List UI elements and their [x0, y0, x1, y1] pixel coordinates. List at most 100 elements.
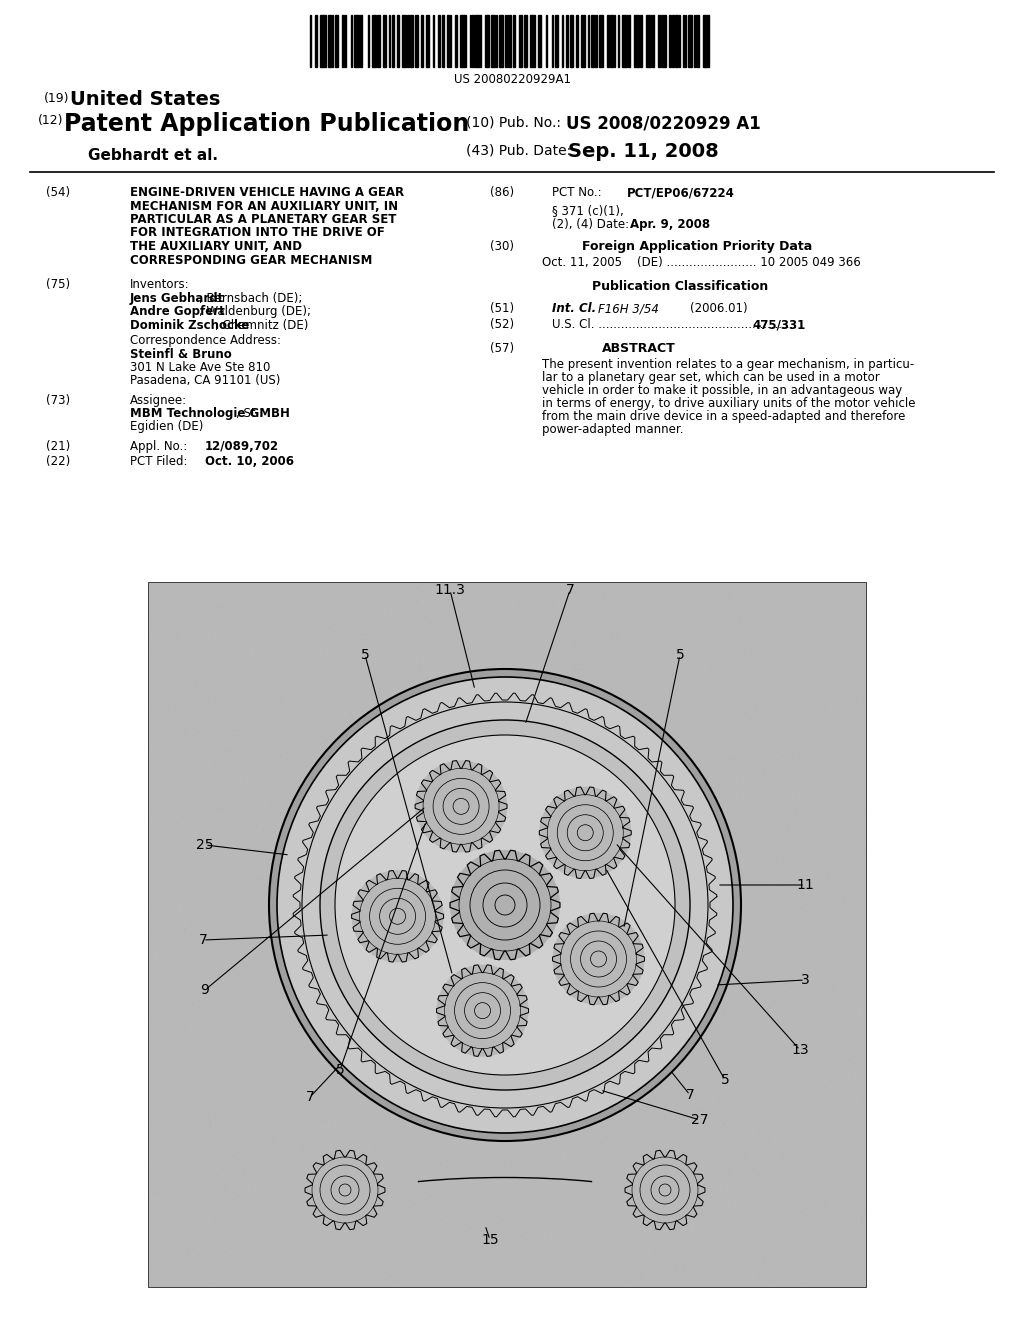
Point: [851, 999, 867, 1020]
Point: [301, 587, 317, 609]
Point: [272, 1192, 289, 1213]
Point: [632, 1012, 648, 1034]
Point: [406, 921, 422, 942]
Point: [467, 1221, 483, 1242]
Point: [378, 1005, 394, 1026]
Point: [294, 870, 310, 891]
Point: [156, 727, 172, 748]
Point: [726, 979, 742, 1001]
Point: [336, 1011, 352, 1032]
Point: [606, 689, 623, 710]
Point: [198, 1172, 214, 1193]
Point: [326, 867, 342, 888]
Point: [217, 719, 233, 741]
Point: [377, 632, 393, 653]
Point: [396, 645, 413, 667]
Point: [528, 1022, 545, 1043]
Point: [535, 1036, 551, 1057]
Point: [357, 628, 374, 649]
Point: [159, 994, 175, 1015]
Point: [778, 998, 795, 1019]
Point: [191, 899, 208, 920]
Point: [402, 942, 419, 964]
Point: [535, 589, 551, 610]
Point: [221, 675, 238, 696]
Point: [451, 904, 467, 925]
Point: [630, 892, 646, 913]
Point: [374, 866, 390, 887]
Point: [568, 997, 585, 1018]
Point: [678, 775, 694, 796]
Bar: [552, 15, 553, 67]
Point: [766, 949, 782, 970]
Point: [450, 850, 466, 871]
Point: [703, 857, 720, 878]
Point: [165, 800, 181, 821]
Point: [240, 849, 256, 870]
Point: [406, 706, 422, 727]
Point: [258, 932, 274, 953]
Point: [552, 636, 568, 657]
Point: [726, 795, 742, 816]
Point: [287, 1052, 303, 1073]
Point: [345, 1270, 361, 1291]
Point: [841, 1109, 857, 1130]
Point: [826, 923, 843, 944]
Point: [475, 605, 492, 626]
Point: [824, 663, 841, 684]
Point: [696, 838, 713, 859]
Point: [318, 760, 335, 781]
Point: [351, 1176, 368, 1197]
Point: [321, 1203, 337, 1224]
Point: [765, 644, 781, 665]
Point: [624, 1239, 640, 1261]
Point: [279, 846, 295, 867]
Point: [846, 659, 862, 680]
Point: [450, 1023, 466, 1044]
Point: [249, 1270, 265, 1291]
Point: [772, 1041, 788, 1063]
Point: [525, 834, 542, 855]
Point: [228, 642, 245, 663]
Point: [286, 935, 302, 956]
Point: [676, 1175, 692, 1196]
Point: [588, 1027, 604, 1048]
Point: [451, 710, 467, 731]
Point: [804, 1069, 820, 1090]
Point: [582, 1246, 598, 1267]
Point: [515, 1015, 531, 1036]
Point: [843, 1001, 859, 1022]
Point: [796, 682, 812, 704]
Point: [423, 1041, 439, 1063]
Point: [776, 907, 793, 928]
Point: [166, 1185, 182, 1206]
Point: [314, 886, 331, 907]
Point: [791, 812, 807, 833]
Point: [757, 812, 773, 833]
Point: [515, 1090, 531, 1111]
Point: [239, 644, 255, 665]
Point: [324, 826, 340, 847]
Point: [679, 1173, 695, 1195]
Point: [443, 585, 460, 606]
Point: [652, 1126, 669, 1147]
Point: [208, 717, 224, 738]
Bar: [372, 15, 376, 67]
Point: [529, 1005, 546, 1026]
Point: [795, 737, 811, 758]
Point: [409, 1104, 425, 1125]
Point: [645, 969, 662, 990]
Point: [212, 792, 228, 813]
Point: [559, 863, 575, 884]
Point: [724, 715, 740, 737]
Point: [443, 989, 460, 1010]
Point: [329, 1185, 345, 1206]
Point: [846, 585, 862, 606]
Point: [603, 915, 620, 936]
Point: [430, 833, 446, 854]
Point: [442, 752, 459, 774]
Point: [722, 615, 738, 636]
Point: [590, 1170, 606, 1191]
Point: [626, 928, 642, 949]
Point: [598, 696, 614, 717]
